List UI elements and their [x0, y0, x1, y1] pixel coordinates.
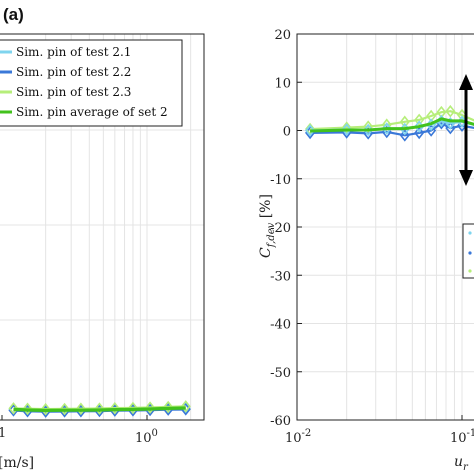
left-data [8, 400, 191, 418]
left-x-tick-label: 100 [135, 428, 158, 446]
legend-entry-test-2-2: Sim. pin of test 2.2 [0, 65, 131, 79]
left-axes-box [0, 33, 205, 421]
right-point-test-2-3 [436, 105, 447, 119]
right-point-test-2-1 [341, 123, 352, 136]
right-x-axis-label: ur [454, 454, 469, 473]
left-point-sim-pin-of-test-2-3 [94, 402, 105, 415]
right-point-test-2-1 [305, 124, 316, 137]
right-x-tick-label: 10-1 [450, 428, 474, 446]
left-point-sim-pin-of-test-2-3 [40, 402, 51, 416]
legend-label-test-2-3: Sim. pin of test 2.3 [16, 85, 131, 99]
left-point-sim-pin-of-test-2-3 [145, 401, 156, 414]
right-point-test-2-2 [414, 126, 425, 140]
left-ticks: 1 100 [0, 415, 158, 446]
left-point-sim-pin-of-test-2-3 [8, 402, 19, 415]
legend-label-test-2-1: Sim. pin of test 2.1 [16, 45, 131, 59]
right-point-test-2-2 [399, 129, 410, 142]
right-y-tick-label: 10 [274, 76, 291, 91]
right-point-test-2-3 [414, 113, 425, 127]
right-y-tick-label: -20 [270, 221, 291, 236]
right-legend-marker-test-2-2 [468, 251, 472, 255]
left-x-tick-label: 1 [0, 426, 6, 441]
right-point-test-2-3 [363, 120, 374, 133]
left-panel: 1 100 [m/s] Sim. pin of test 2.1 Sim. pin… [0, 33, 205, 471]
double-arrow-annotation [459, 74, 473, 186]
right-point-test-2-2 [445, 121, 456, 135]
left-legend: Sim. pin of test 2.1 Sim. pin of test 2.… [0, 39, 183, 127]
right-point-test-2-3 [399, 115, 410, 129]
right-y-tick-label: -30 [270, 269, 291, 284]
left-point-sim-pin-of-test-2-3 [109, 401, 120, 415]
legend-entry-test-2-1: Sim. pin of test 2.1 [0, 45, 131, 59]
right-grid [297, 34, 474, 420]
legend-entry-test-2-3: Sim. pin of test 2.3 [0, 85, 131, 99]
legend-label-average: Sim. pin average of set 2 [16, 105, 168, 119]
left-point-sim-pin-of-test-2-3 [163, 400, 174, 414]
right-legend-marker-test-2-3 [468, 269, 472, 273]
arrow-head-up [459, 74, 473, 90]
left-point-sim-pin-of-test-2-3 [59, 402, 70, 416]
left-series-sim-pin-average-of-set-2 [13, 406, 186, 412]
arrow-head-down [459, 170, 473, 186]
right-x-tick-label: 10-2 [285, 428, 311, 446]
right-legend-box [462, 223, 474, 279]
right-legend-marker-test-2-1 [468, 231, 472, 235]
legend-box [0, 39, 183, 127]
right-y-tick-label: 20 [274, 28, 291, 43]
right-y-tick-label: -50 [270, 366, 291, 381]
right-point-test-2-3 [445, 104, 456, 118]
right-y-axis-label: Cf,dev [%] [258, 194, 277, 258]
right-y-tick-label: -60 [270, 414, 291, 429]
right-point-test-2-3 [341, 121, 352, 134]
right-point-test-2-3 [305, 122, 316, 136]
left-point-sim-pin-of-test-2-3 [127, 401, 138, 415]
right-legend-partial [462, 223, 474, 279]
legend-label-test-2-2: Sim. pin of test 2.2 [16, 65, 131, 79]
right-data [305, 104, 474, 142]
right-series-average [310, 117, 474, 133]
right-y-tick-label: -40 [270, 318, 291, 333]
right-point-test-2-1 [381, 122, 392, 135]
legend-entry-average: Sim. pin average of set 2 [0, 105, 168, 119]
right-point-test-2-3 [426, 109, 437, 123]
right-point-test-2-2 [426, 124, 437, 137]
left-point-sim-pin-of-test-2-3 [180, 400, 191, 413]
left-x-axis-label: [m/s] [0, 455, 34, 471]
left-point-sim-pin-of-test-2-3 [75, 402, 86, 416]
right-y-tick-label: 0 [283, 125, 291, 140]
left-point-sim-pin-of-test-2-3 [22, 402, 33, 416]
panel-label: (a) [3, 5, 24, 24]
right-y-tick-label: -10 [270, 173, 291, 188]
